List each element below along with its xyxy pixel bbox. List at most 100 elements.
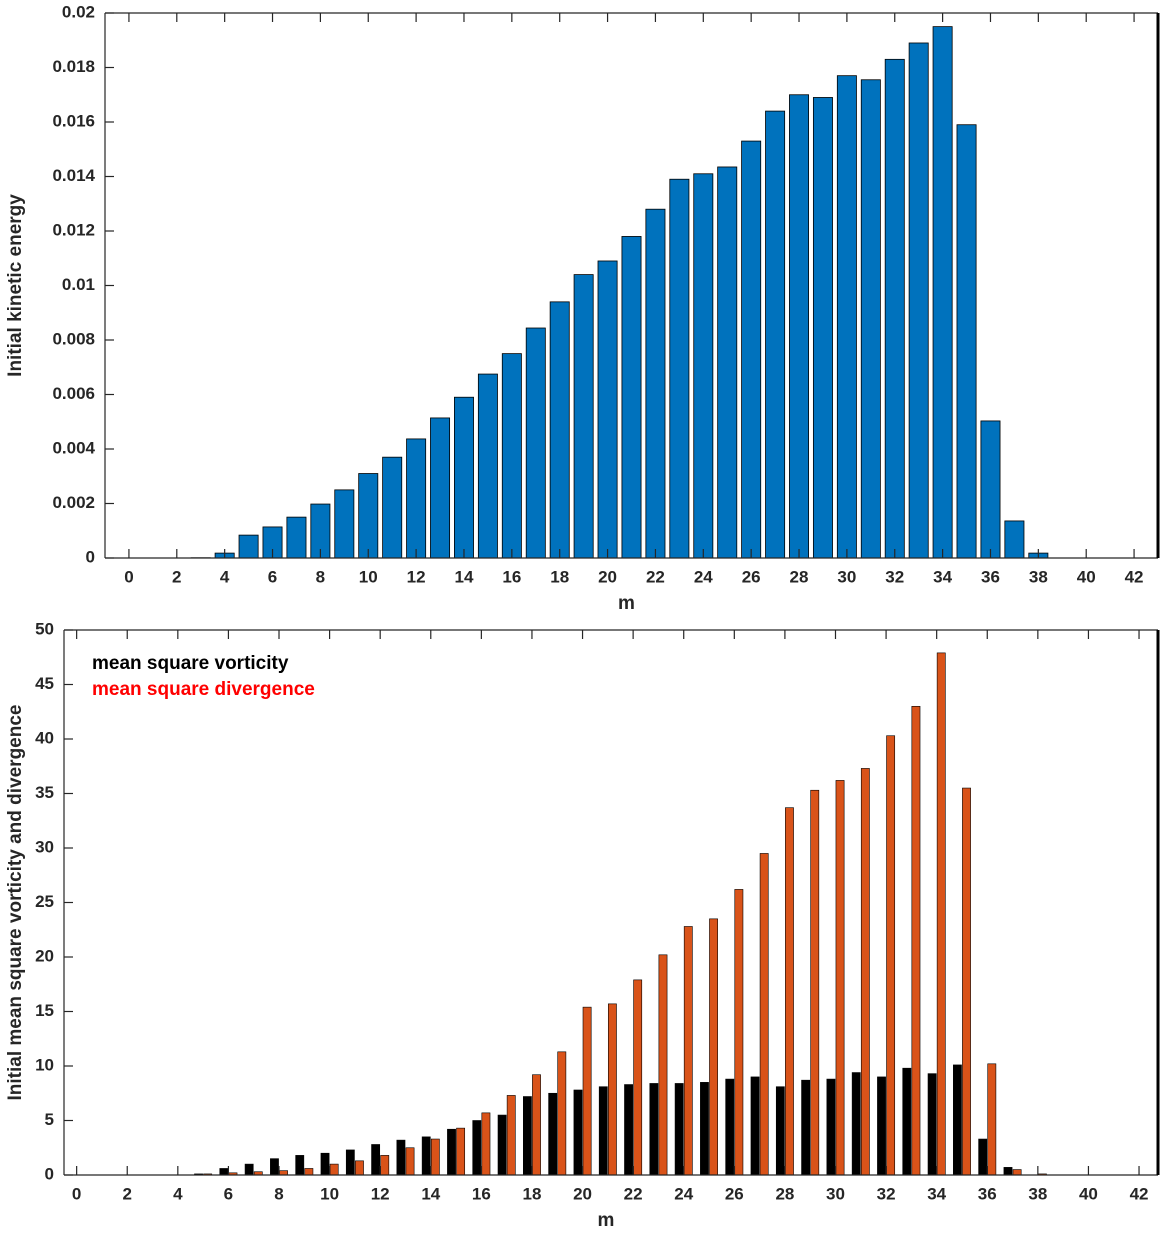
- y-tick-label: 0.014: [52, 166, 95, 185]
- bar: [523, 1096, 532, 1176]
- x-tick-label: 36: [978, 1184, 997, 1203]
- y-tick-label: 45: [35, 674, 54, 693]
- x-tick-label: 2: [123, 1184, 132, 1203]
- bar: [750, 1076, 760, 1176]
- bar: [548, 1092, 558, 1176]
- bar: [355, 1160, 364, 1176]
- x-tick-label: 20: [598, 567, 617, 586]
- bar: [886, 735, 896, 1176]
- bar: [380, 1155, 390, 1176]
- x-tick-label: 20: [573, 1184, 592, 1203]
- bar: [454, 396, 474, 559]
- x-tick-label: 26: [742, 567, 761, 586]
- bar: [932, 26, 953, 559]
- x-tick-label: 8: [316, 567, 325, 586]
- bar: [481, 1112, 491, 1176]
- bar: [549, 301, 570, 559]
- y-tick-label: 20: [35, 946, 54, 965]
- bar: [525, 327, 546, 559]
- y-tick-label: 0.016: [52, 111, 95, 130]
- bar: [430, 417, 451, 559]
- bar: [725, 1078, 735, 1176]
- y-tick-label: 0: [86, 547, 95, 566]
- bar: [826, 1078, 836, 1176]
- legend-entry: mean square vorticity: [92, 653, 289, 674]
- bar: [987, 1063, 997, 1176]
- x-tick-label: 10: [359, 567, 378, 586]
- bar: [693, 173, 714, 559]
- y-axis-label: Initial mean square vorticity and diverg…: [5, 705, 26, 1101]
- bar: [649, 1083, 659, 1176]
- x-tick-label: 0: [124, 567, 133, 586]
- x-tick-label: 30: [826, 1184, 845, 1203]
- legend-entry: mean square divergence: [92, 679, 315, 700]
- bar: [1004, 520, 1025, 559]
- bar: [270, 1158, 279, 1176]
- y-tick-label: 15: [35, 1001, 54, 1020]
- x-tick-label: 10: [320, 1184, 339, 1203]
- bar: [674, 1083, 684, 1176]
- x-tick-label: 16: [472, 1184, 491, 1203]
- x-tick-label: 24: [694, 567, 713, 586]
- x-tick-label: 26: [725, 1184, 744, 1203]
- x-tick-label: 42: [1125, 567, 1144, 586]
- bar: [980, 420, 1001, 559]
- x-tick-label: 40: [1077, 567, 1096, 586]
- bar: [633, 979, 643, 1176]
- y-tick-label: 0.002: [52, 493, 95, 512]
- bar: [532, 1074, 541, 1176]
- bar: [295, 1155, 305, 1176]
- y-tick-label: 0.004: [52, 438, 95, 457]
- bar: [835, 780, 845, 1176]
- bar: [598, 1086, 608, 1176]
- x-tick-label: 28: [790, 567, 809, 586]
- bar: [430, 1138, 440, 1176]
- bar: [279, 1170, 288, 1176]
- bar: [597, 260, 618, 559]
- x-tick-label: 30: [837, 567, 856, 586]
- bar: [810, 789, 820, 1176]
- bar: [477, 373, 498, 559]
- bar: [497, 1114, 507, 1176]
- x-tick-label: 12: [407, 567, 426, 586]
- y-tick-label: 0.008: [52, 329, 95, 348]
- bar: [789, 94, 809, 559]
- bar: [405, 1147, 415, 1176]
- bar: [447, 1128, 456, 1176]
- bar: [371, 1144, 381, 1176]
- bar: [645, 208, 666, 559]
- x-tick-label: 4: [173, 1184, 183, 1203]
- x-tick-label: 2: [172, 567, 181, 586]
- bar: [765, 110, 786, 559]
- bar: [953, 1064, 962, 1176]
- bar: [812, 97, 833, 559]
- bar: [978, 1138, 988, 1176]
- x-tick-label: 0: [72, 1184, 81, 1203]
- y-tick-label: 10: [35, 1055, 54, 1074]
- bar: [717, 166, 738, 559]
- bar: [406, 438, 427, 559]
- y-tick-label: 40: [35, 728, 54, 747]
- y-tick-label: 0.012: [52, 220, 95, 239]
- x-tick-label: 36: [981, 567, 1000, 586]
- x-tick-label: 4: [220, 567, 230, 586]
- bar: [775, 1086, 785, 1176]
- bar: [624, 1084, 633, 1176]
- bar: [1012, 1169, 1022, 1176]
- bar: [683, 926, 693, 1176]
- bar: [396, 1139, 406, 1176]
- bar: [658, 954, 668, 1176]
- bar: [908, 42, 929, 559]
- x-tick-label: 6: [268, 567, 277, 586]
- x-tick-label: 8: [274, 1184, 283, 1203]
- bar: [759, 853, 769, 1176]
- bar: [700, 1082, 709, 1176]
- bar: [382, 456, 403, 559]
- bar: [962, 787, 971, 1176]
- bar: [358, 473, 379, 559]
- bar: [836, 75, 857, 559]
- bar: [607, 1003, 617, 1176]
- y-axis-label: Initial kinetic energy: [5, 194, 26, 377]
- x-tick-label: 34: [933, 567, 952, 586]
- bar: [219, 1168, 229, 1176]
